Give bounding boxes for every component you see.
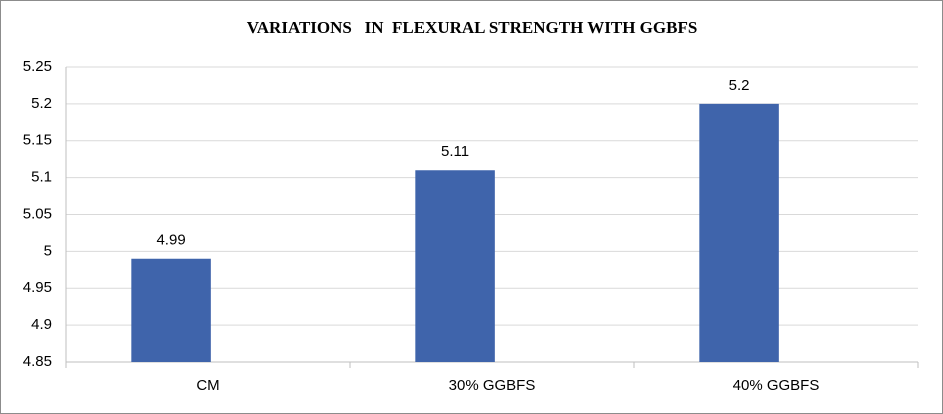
data-label: 4.99 bbox=[156, 232, 185, 249]
x-tick-label: 30% GGBFS bbox=[449, 377, 536, 394]
data-label: 5.11 bbox=[441, 143, 469, 160]
y-tick-label: 4.85 bbox=[23, 353, 52, 370]
x-tick-label: CM bbox=[196, 377, 219, 394]
bar bbox=[415, 170, 495, 362]
data-label: 5.2 bbox=[729, 77, 750, 94]
y-tick-label: 5.2 bbox=[31, 95, 52, 112]
x-tick-label: 40% GGBFS bbox=[733, 377, 820, 394]
y-tick-label: 5.1 bbox=[31, 169, 52, 186]
y-tick-label: 4.95 bbox=[23, 279, 52, 296]
chart-title: VARIATIONS IN FLEXURAL STRENGTH WITH GGB… bbox=[247, 18, 698, 37]
bar bbox=[699, 103, 779, 362]
y-tick-label: 5.25 bbox=[23, 58, 52, 75]
y-tick-label: 5 bbox=[44, 242, 52, 259]
y-tick-label: 5.15 bbox=[23, 132, 52, 149]
y-tick-label: 4.9 bbox=[31, 316, 52, 333]
bar bbox=[131, 258, 211, 362]
y-tick-label: 5.05 bbox=[23, 205, 52, 222]
